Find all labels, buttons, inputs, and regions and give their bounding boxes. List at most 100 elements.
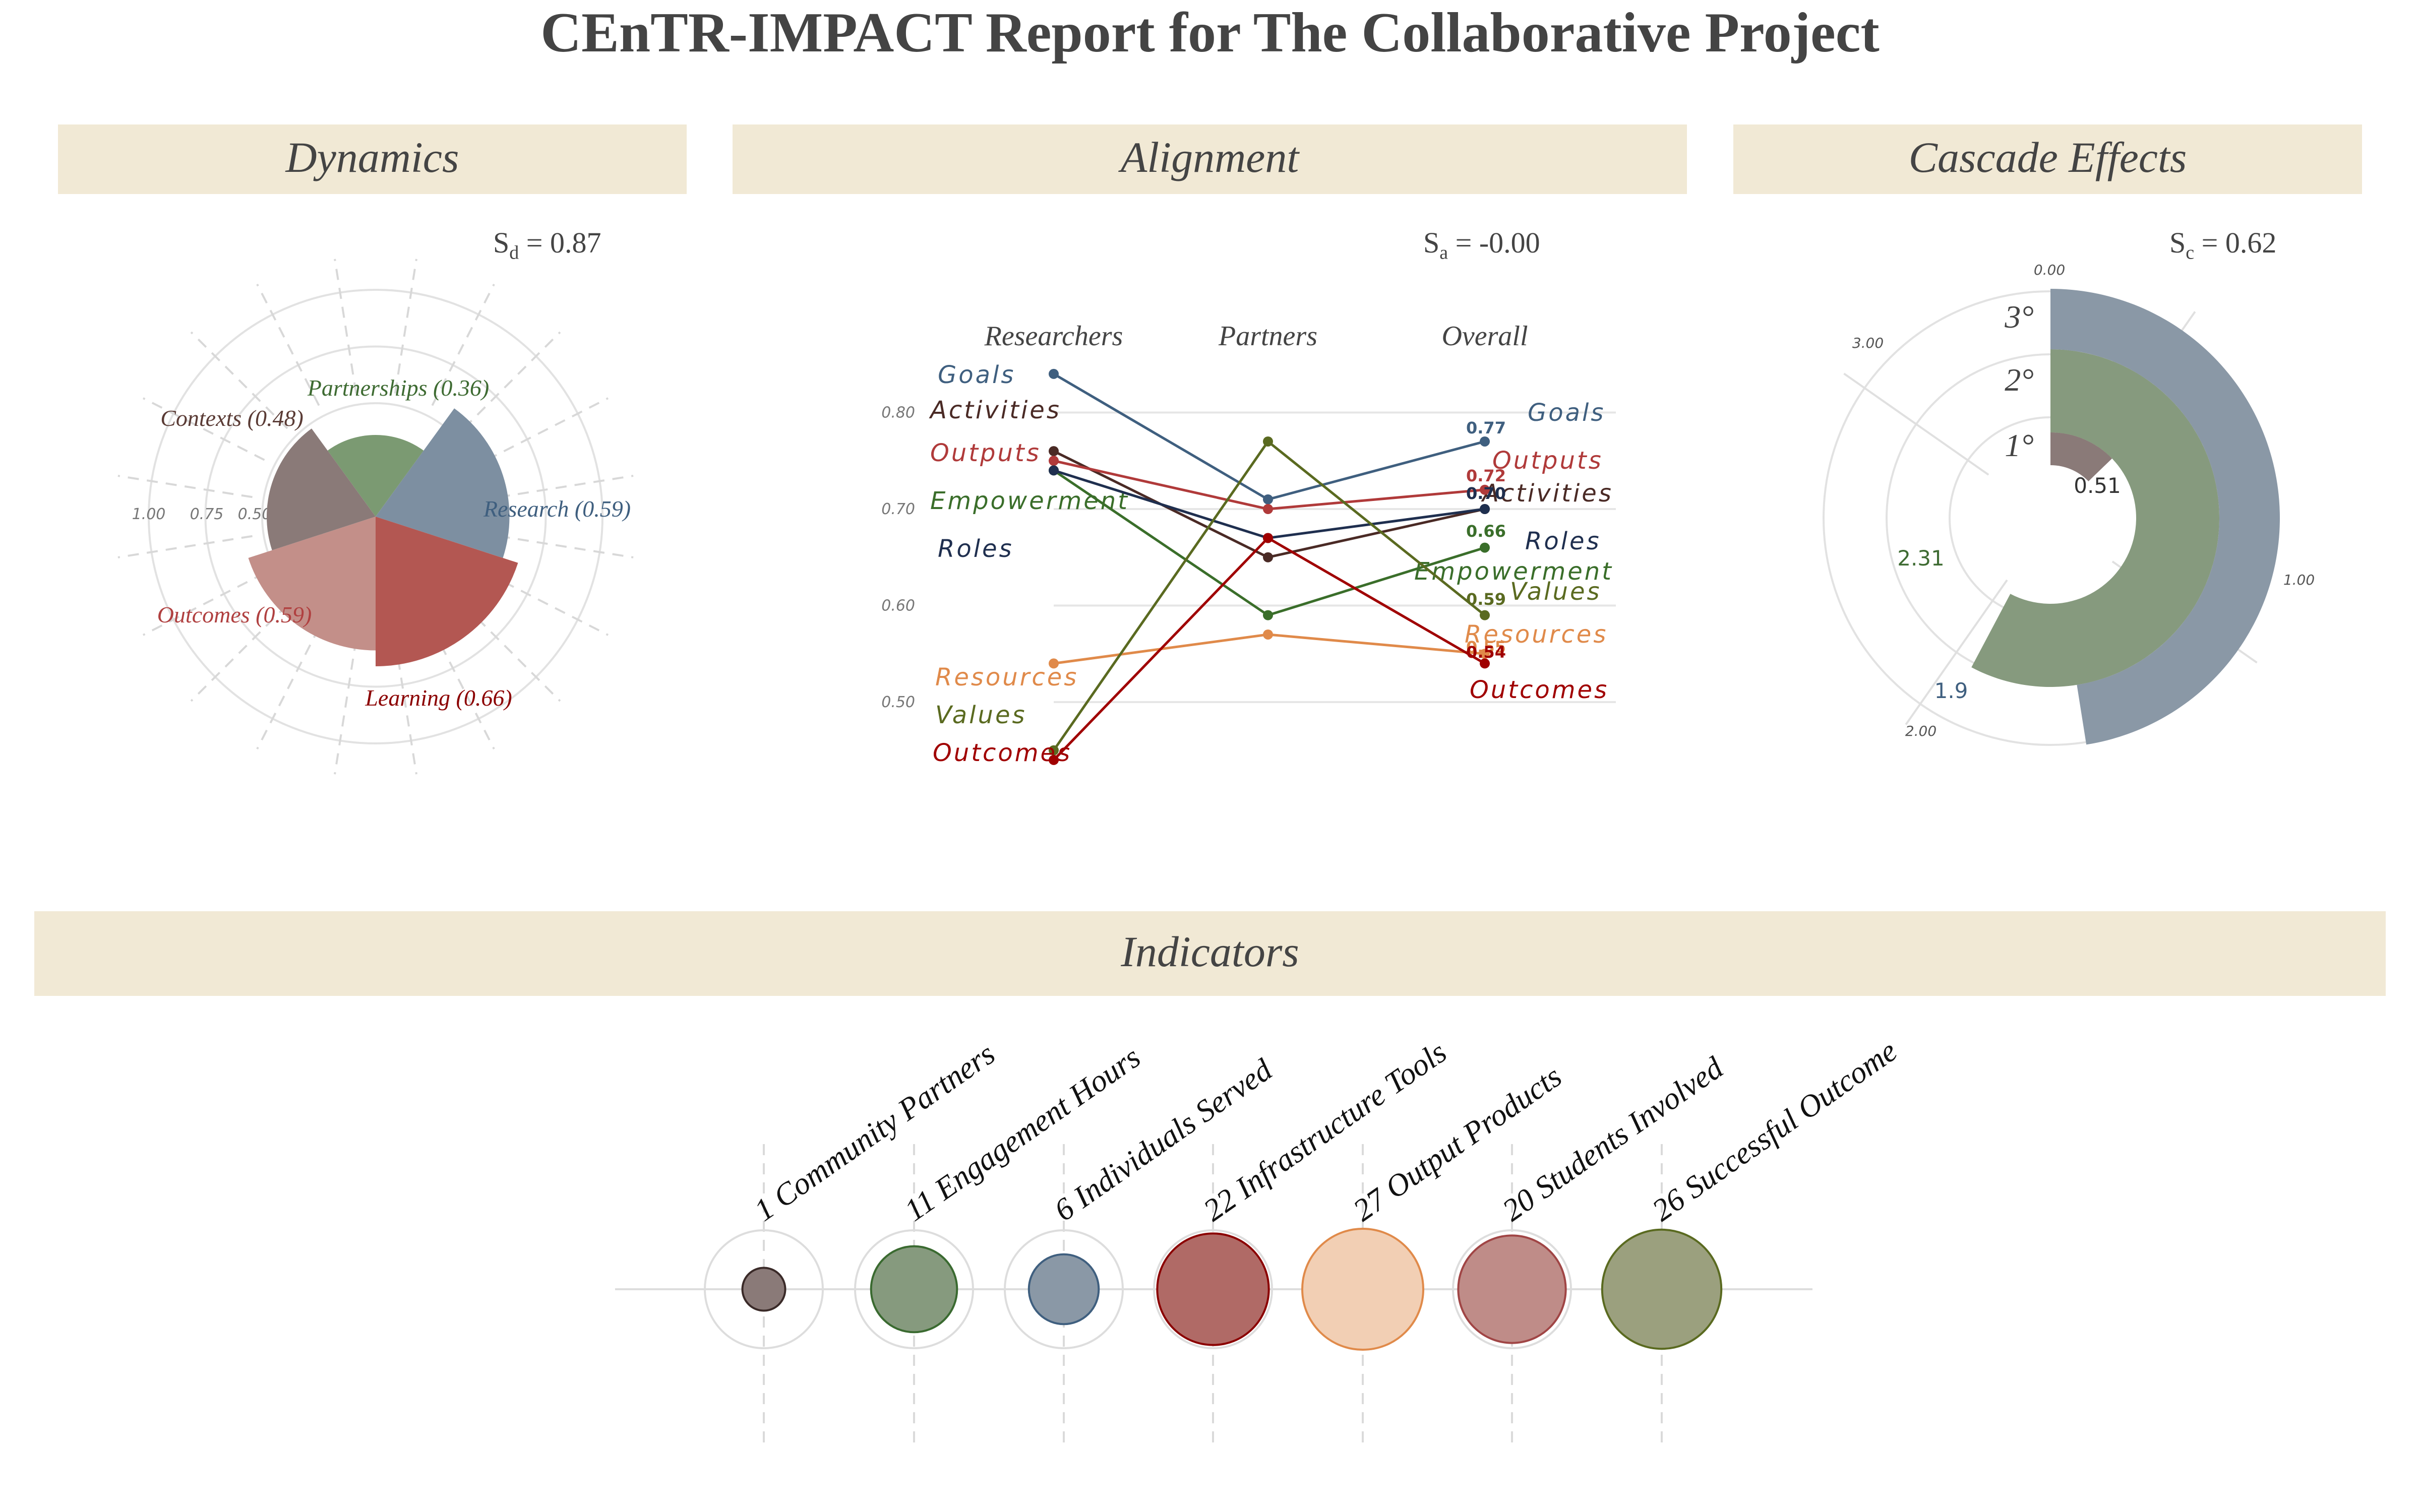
indicators-ring-individuals-served [1004, 1229, 1124, 1349]
alignment-left-label-roles: Roles [938, 535, 1014, 563]
indicators-bubble-community-partners [741, 1267, 786, 1312]
indicators-bubble-students-involved [1457, 1234, 1567, 1344]
cascade-value-label: 1.9 [1934, 678, 1968, 703]
alignment-point-goals [1049, 368, 1059, 379]
dynamics-grid-spoke [117, 475, 253, 498]
alignment-point-outputs [1480, 484, 1490, 495]
dynamics-grid-spoke [499, 535, 634, 558]
dynamics-grid-spoke [431, 283, 495, 406]
indicators-ring-community-partners [704, 1229, 824, 1349]
cascade-grid-spoke [1905, 571, 2014, 725]
alignment-point-resources [1049, 658, 1059, 669]
alignment-left-label-resources: Resources [935, 663, 1078, 691]
cascade-value-label: 2.31 [1897, 546, 1945, 571]
alignment-left-label-empowerment: Empowerment [930, 487, 1129, 515]
alignment-y-tick: 0.50 [881, 694, 915, 711]
indicators-label-community-partners: 1 Community Partners [748, 1037, 1001, 1228]
alignment-left-label-activities: Activities [929, 396, 1061, 424]
indicators-bubble-infrastructure-tools [1156, 1232, 1270, 1346]
cascade-value-label: 0.51 [2074, 473, 2121, 498]
alignment-point-resources [1480, 649, 1490, 659]
dynamics-grid-spoke [334, 259, 357, 394]
dynamics-grid-spoke [463, 331, 561, 429]
cascade-ring-label: 3° [2004, 299, 2034, 335]
alignment-point-empowerment [1480, 542, 1490, 553]
indicators-bubble-successful-outcome [1601, 1228, 1723, 1350]
dynamics-grid-spoke [334, 640, 357, 775]
alignment-left-label-goals: Goals [938, 361, 1015, 389]
dynamics-grid-spoke [190, 604, 288, 702]
alignment-end-value-values: 0.59 [1466, 590, 1506, 609]
alignment-right-label-resources: Resources [1465, 620, 1608, 649]
dynamics-sector-learning [376, 517, 518, 666]
cascade-bar-2 [1971, 349, 2219, 687]
dynamics-grid-spoke [256, 283, 320, 406]
indicators-label-infrastructure-tools: 22 Infrastructure Tools [1197, 1035, 1453, 1228]
dynamics-sector-partnerships [327, 435, 424, 517]
cascade-angle-tick: 2.00 [1905, 723, 1937, 739]
alignment-y-tick: 0.80 [881, 404, 915, 422]
indicators-ring-students-involved [1452, 1229, 1572, 1349]
alignment-column-header: Overall [1441, 321, 1528, 352]
alignment-point-activities [1049, 446, 1059, 457]
alignment-y-tick: 0.70 [881, 500, 915, 518]
dynamics-grid-spoke [486, 397, 609, 461]
cascade-score: Sc = 0.62 [2169, 226, 2277, 264]
alignment-point-empowerment [1263, 610, 1273, 620]
dynamics-grid-spoke [142, 397, 265, 461]
dynamics-label-outcomes: Outcomes (0.59) [157, 602, 312, 627]
alignment-y-tick: 0.60 [881, 597, 915, 615]
dynamics-grid-spoke [499, 475, 634, 498]
dynamics-grid-ring [204, 345, 547, 688]
alignment-point-roles [1480, 504, 1490, 514]
alignment-left-label-outcomes: Outcomes [933, 739, 1072, 767]
alignment-point-values [1480, 610, 1490, 620]
indicators-ring-infrastructure-tools [1153, 1229, 1273, 1349]
dynamics-sector-research [376, 408, 510, 558]
alignment-right-label-empowerment: Empowerment [1414, 557, 1613, 586]
alignment-point-outcomes [1480, 658, 1490, 669]
alignment-left-label-outputs: Outputs [930, 439, 1041, 467]
cascade-banner: Cascade Effects [1733, 124, 2362, 194]
alignment-end-value-outputs: 0.72 [1466, 466, 1506, 485]
dynamics-label-partnerships: Partnerships (0.36) [307, 375, 489, 401]
alignment-column-header: Partners [1218, 321, 1317, 352]
page-title: CEnTR-IMPACT Report for The Collaborativ… [540, 2, 1880, 64]
dynamics-label-contexts: Contexts (0.48) [160, 405, 304, 431]
cascade-center [1998, 465, 2103, 571]
alignment-point-values [1049, 745, 1059, 755]
indicators-bubble-output-products [1301, 1228, 1424, 1351]
alignment-right-label-outcomes: Outcomes [1470, 676, 1609, 704]
indicators-bubble-individuals-served [1027, 1253, 1100, 1326]
alignment-end-value-outcomes: 0.54 [1466, 643, 1506, 662]
dynamics-grid-spoke [142, 572, 265, 636]
alignment-point-roles [1049, 465, 1059, 476]
dynamics-grid-spoke [117, 535, 253, 558]
alignment-point-outcomes [1263, 533, 1273, 543]
cascade-angle-tick: 0.00 [2034, 262, 2065, 278]
alignment-end-value-goals: 0.77 [1466, 418, 1506, 437]
dynamics-label-research: Research (0.59) [483, 496, 631, 522]
alignment-point-activities [1263, 552, 1273, 562]
dynamics-grid-spoke [256, 627, 320, 750]
dynamics-score: Sd = 0.87 [493, 226, 601, 264]
alignment-point-values [1263, 436, 1273, 447]
dynamics-tick-label: 0.50 [238, 506, 272, 523]
alignment-point-goals [1263, 494, 1273, 505]
dynamics-sector-outcomes [248, 517, 376, 651]
alignment-right-label-values: Values [1510, 578, 1601, 606]
alignment-column-header: Researchers [984, 321, 1123, 352]
alignment-right-label-outputs: Outputs [1492, 447, 1603, 475]
cascade-ring-label: 1° [2005, 427, 2034, 463]
alignment-right-label-activities: Activities [1481, 479, 1613, 508]
alignment-end-value-roles: 0.70 [1466, 484, 1506, 503]
indicators-label-successful-outcome: 26 Successful Outcome [1646, 1034, 1903, 1228]
alignment-point-resources [1263, 629, 1273, 640]
dynamics-label-learning: Learning (0.66) [365, 685, 512, 711]
dynamics-banner: Dynamics [58, 124, 687, 194]
dynamics-grid-ring [148, 289, 603, 744]
